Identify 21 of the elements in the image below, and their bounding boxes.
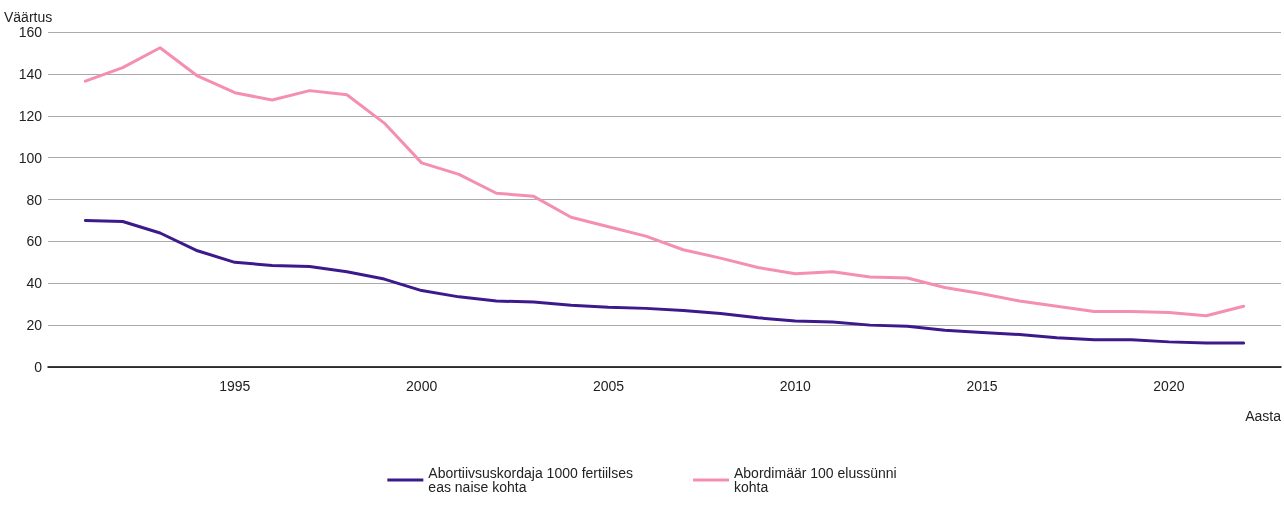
y-axis-title: Väärtus — [4, 9, 53, 25]
y-tick-label: 140 — [18, 65, 43, 82]
y-tick-label: 80 — [26, 191, 43, 208]
x-axis-title: Aasta — [1245, 408, 1282, 424]
legend-label: Abortiivsuskordaja 1000 fertiilses eas naise kohta — [428, 465, 633, 495]
y-tick-label: 40 — [26, 275, 43, 292]
y-tick-label: 0 — [34, 359, 43, 375]
x-tick-label: 2005 — [592, 378, 625, 394]
x-tick-label: 2000 — [406, 378, 438, 394]
legend-label: Abordimäär 100 elussünni kohta — [734, 465, 897, 495]
y-tick-label: 60 — [26, 233, 43, 250]
y-tick-label: 20 — [26, 317, 43, 334]
y-tick-label: 120 — [18, 107, 43, 124]
y-tick-label: 160 — [18, 24, 43, 40]
y-tick-label: 100 — [18, 149, 43, 166]
line-series — [83, 46, 1246, 318]
x-tick-label: 2010 — [779, 378, 812, 394]
line-series — [83, 218, 1246, 345]
x-tick-label: 1995 — [219, 378, 251, 394]
x-tick-label: 2015 — [966, 378, 998, 394]
x-tick-label: 2020 — [1153, 378, 1185, 394]
